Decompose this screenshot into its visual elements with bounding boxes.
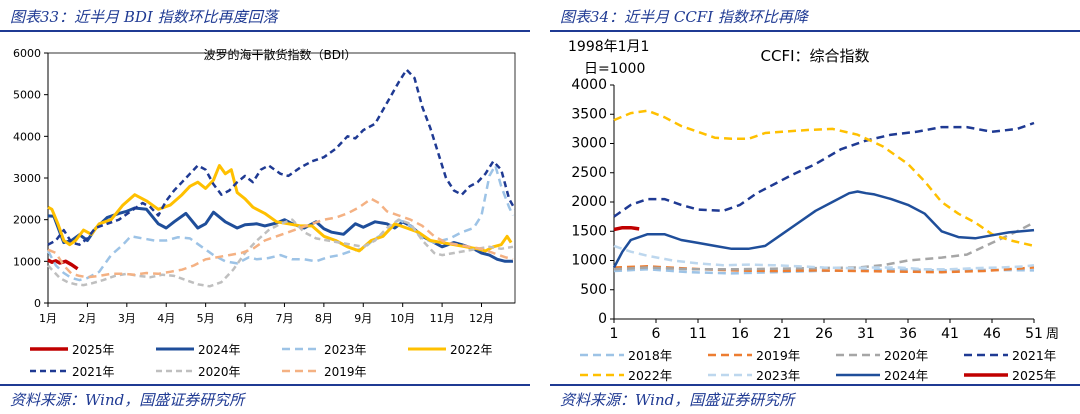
bdi-source: 资料来源：Wind，国盛证券研究所 (10, 391, 245, 409)
ccfi-legend-label: 2024年 (884, 368, 928, 383)
ccfi-legend-label: 2019年 (756, 348, 800, 363)
bdi-top-rule (0, 30, 530, 32)
ccfi-legend-label: 2018年 (628, 348, 672, 363)
bdi-bottom-rule (0, 384, 530, 386)
bdi-x-tick-label: 9月 (354, 312, 372, 325)
ccfi-series-line (612, 190, 1035, 269)
bdi-series-line (46, 164, 515, 282)
ccfi-y-tick-label: 4000 (571, 77, 607, 93)
ccfi-plot-frame (614, 85, 1034, 319)
ccfi-series-line (613, 121, 1035, 218)
ccfi-x-tick-label: 6 (652, 326, 661, 342)
bdi-x-tick-label: 1月 (39, 312, 57, 325)
ccfi-x-tick-label: 26 (815, 326, 833, 342)
bdi-x-tick-label: 5月 (197, 312, 215, 325)
bdi-y-tick-label: 0 (34, 297, 41, 310)
ccfi-bottom-rule (550, 384, 1080, 386)
ccfi-y-tick-label: 1000 (571, 253, 607, 269)
bdi-y-tick-label: 5000 (13, 89, 41, 102)
ccfi-x-tick-label: 41 (941, 326, 959, 342)
bdi-series-line (47, 258, 79, 271)
bdi-x-tick-label: 7月 (275, 312, 293, 325)
ccfi-x-tick-label: 1 (610, 326, 619, 342)
ccfi-legend-label: 2025年 (1012, 368, 1056, 383)
ccfi-x-tick-label: 21 (773, 326, 791, 342)
bdi-legend-label: 2024年 (198, 343, 241, 357)
bdi-legend-label: 2019年 (324, 365, 367, 379)
ccfi-y-tick-label: 2000 (571, 194, 607, 210)
ccfi-series-line (613, 265, 1035, 274)
bdi-legend-label: 2023年 (324, 343, 367, 357)
ccfi-ylabel-line1: 1998年1月1 (568, 39, 649, 55)
ccfi-series-line (613, 244, 1035, 271)
ccfi-top-rule (550, 30, 1080, 32)
bdi-x-tick-label: 10月 (390, 312, 415, 325)
ccfi-series-line (613, 221, 1035, 271)
bdi-legend-label: 2020年 (198, 365, 241, 379)
ccfi-y-tick-label: 1500 (571, 223, 607, 239)
bdi-x-tick-label: 6月 (236, 312, 254, 325)
bdi-x-tick-label: 2月 (78, 312, 96, 325)
ccfi-y-tick-label: 3500 (571, 106, 607, 122)
ccfi-chart-title: CCFI：综合指数 (761, 47, 870, 65)
ccfi-legend-label: 2020年 (884, 348, 928, 363)
bdi-series-line (47, 218, 514, 288)
bdi-series-line (47, 197, 514, 279)
ccfi-series-line (613, 225, 640, 232)
ccfi-legend-label: 2023年 (756, 368, 800, 383)
ccfi-x-tick-label: 51 (1025, 326, 1043, 342)
bdi-x-tick-label: 8月 (315, 312, 333, 325)
bdi-y-tick-label: 2000 (13, 214, 41, 227)
bdi-x-tick-label: 12月 (469, 312, 494, 325)
bdi-x-tick-label: 3月 (118, 312, 136, 325)
ccfi-x-tick-label: 31 (857, 326, 875, 342)
bdi-series-line (47, 68, 517, 246)
ccfi-y-tick-label: 2500 (571, 165, 607, 181)
ccfi-series-line (613, 109, 1035, 248)
bdi-series-line (47, 164, 513, 253)
ccfi-legend-label: 2022年 (628, 368, 672, 383)
ccfi-y-tick-label: 3000 (571, 136, 607, 152)
ccfi-header: 图表34：近半月 CCFI 指数环比再降 (550, 0, 1080, 30)
ccfi-figure-title: 图表34：近半月 CCFI 指数环比再降 (560, 8, 808, 26)
ccfi-x-tick-label: 16 (731, 326, 749, 342)
bdi-figure-title: 图表33：近半月 BDI 指数环比再度回落 (10, 8, 278, 26)
bdi-legend-label: 2025年 (72, 343, 115, 357)
bdi-y-tick-label: 6000 (13, 47, 41, 60)
bdi-x-tick-label: 11月 (430, 312, 455, 325)
ccfi-x-tick-label: 36 (899, 326, 917, 342)
ccfi-y-tick-label: 500 (580, 282, 607, 298)
ccfi-panel: 图表34：近半月 CCFI 指数环比再降 0 500 1000 1500 2000 250… (550, 0, 1080, 414)
bdi-chart-title: 波罗的海干散货指数（BDI） (203, 47, 356, 62)
ccfi-y-tick-label: 0 (598, 311, 607, 327)
bdi-y-tick-label: 4000 (13, 130, 41, 143)
bdi-y-tick-label: 3000 (13, 172, 41, 185)
ccfi-xlabel: 周 (1046, 327, 1059, 342)
bdi-legend-label: 2021年 (72, 365, 115, 379)
bdi-legend-label: 2022年 (450, 343, 493, 357)
ccfi-ylabel-line2: 日=1000 (584, 61, 645, 77)
bdi-x-tick-label: 4月 (157, 312, 175, 325)
bdi-chart: 0 1000 2000 3000 4000 5000 6000 1月 2月 3月 4月 5月 6月 7月 8… (13, 47, 517, 379)
bdi-panel: 图表33：近半月 BDI 指数环比再度回落 0 1000 2000 3000 4000 5… (0, 0, 530, 414)
bdi-y-tick-label: 1000 (13, 255, 41, 268)
ccfi-source: 资料来源：Wind，国盛证券研究所 (560, 391, 795, 409)
ccfi-x-tick-label: 46 (983, 326, 1001, 342)
bdi-header: 图表33：近半月 BDI 指数环比再度回落 (0, 0, 530, 30)
ccfi-legend-label: 2021年 (1012, 348, 1056, 363)
ccfi-x-tick-label: 11 (689, 326, 707, 342)
